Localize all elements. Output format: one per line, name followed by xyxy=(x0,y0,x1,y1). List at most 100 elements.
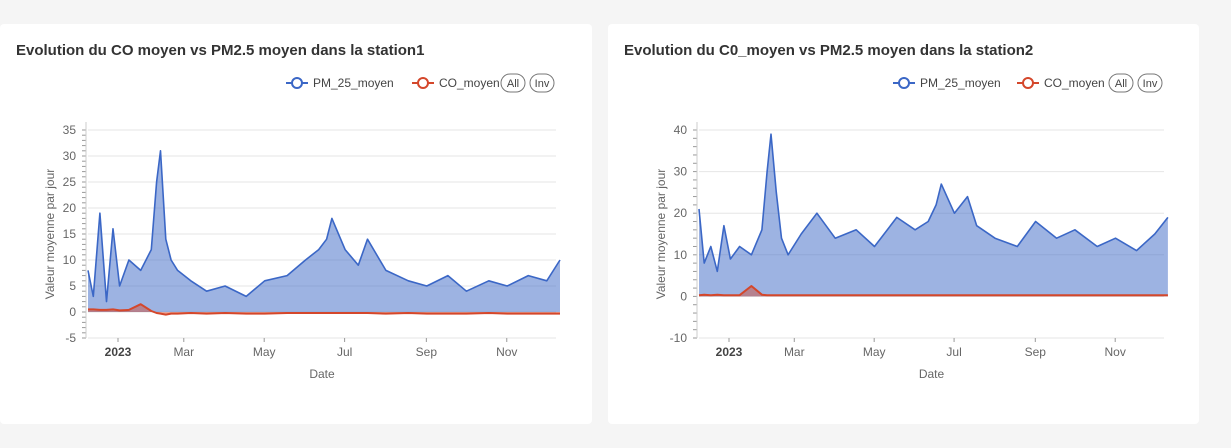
data-point xyxy=(224,285,226,287)
data-point xyxy=(170,259,172,261)
data-point xyxy=(953,294,955,296)
button-label: All xyxy=(507,78,519,90)
x-tick-label: 2023 xyxy=(105,345,132,359)
data-point xyxy=(465,313,467,315)
legend-item-CO_moyen[interactable]: CO_moyen xyxy=(1017,76,1105,90)
y-tick-label: 25 xyxy=(63,175,77,189)
data-point xyxy=(331,217,333,219)
data-point xyxy=(367,312,369,314)
data-point xyxy=(834,237,836,239)
data-point xyxy=(326,238,328,240)
data-point xyxy=(1167,216,1169,218)
data-point xyxy=(761,294,763,296)
data-point xyxy=(140,269,142,271)
data-point xyxy=(976,225,978,227)
data-point xyxy=(160,150,162,152)
legend-marker xyxy=(898,77,910,89)
data-point xyxy=(698,294,700,296)
data-point xyxy=(245,295,247,297)
series-line-CO_moyen xyxy=(698,285,1168,297)
data-point xyxy=(160,313,162,315)
data-point xyxy=(703,294,705,296)
data-point xyxy=(99,309,101,311)
data-point xyxy=(546,313,548,315)
data-point xyxy=(816,212,818,214)
data-point xyxy=(927,221,929,223)
legend-item-PM_25_moyen[interactable]: PM_25_moyen xyxy=(893,76,1001,90)
y-tick-label: 10 xyxy=(63,253,77,267)
y-tick-label: -5 xyxy=(65,331,76,345)
data-point xyxy=(488,312,490,314)
data-point xyxy=(92,308,94,310)
data-point xyxy=(150,310,152,312)
data-point xyxy=(305,259,307,261)
inv-button[interactable]: Inv xyxy=(529,73,555,93)
data-point xyxy=(716,294,718,296)
data-point xyxy=(286,312,288,314)
all-button[interactable]: All xyxy=(1108,73,1134,93)
x-axis-title: Date xyxy=(919,367,945,381)
data-point xyxy=(1115,294,1117,296)
data-point xyxy=(750,285,752,287)
chart-title: Evolution du CO moyen vs PM2.5 moyen dan… xyxy=(16,42,425,59)
data-point xyxy=(1136,250,1138,252)
button-outline xyxy=(529,73,555,93)
data-point xyxy=(318,312,320,314)
button-label: Inv xyxy=(535,78,550,90)
data-point xyxy=(874,294,876,296)
data-point xyxy=(465,290,467,292)
chart-card-station1: Evolution du CO moyen vs PM2.5 moyen dan… xyxy=(0,24,592,424)
data-point xyxy=(106,301,108,303)
data-point xyxy=(729,258,731,260)
data-point xyxy=(119,309,121,311)
data-point xyxy=(344,249,346,251)
legend-item-CO_moyen[interactable]: CO_moyen xyxy=(412,76,500,90)
data-point xyxy=(367,238,369,240)
button-outline xyxy=(1137,73,1163,93)
data-point xyxy=(729,294,731,296)
data-point xyxy=(206,313,208,315)
data-point xyxy=(710,246,712,248)
data-point xyxy=(112,308,114,310)
data-point xyxy=(766,171,768,173)
data-point xyxy=(761,229,763,231)
data-point xyxy=(770,133,772,135)
y-tick-label: 5 xyxy=(69,279,76,293)
data-point xyxy=(834,294,836,296)
legend-label: PM_25_moyen xyxy=(920,76,1001,90)
data-point xyxy=(447,313,449,315)
chart-station2: 40 30 20 10 0 -10 Valeur moyenne par jour 2023 M… xyxy=(654,73,1169,381)
x-tick-label: Nov xyxy=(496,345,517,359)
data-point xyxy=(739,294,741,296)
series-area-CO_moyen xyxy=(88,304,560,315)
data-point xyxy=(1074,229,1076,231)
data-point xyxy=(112,228,114,230)
data-point xyxy=(488,280,490,282)
data-point xyxy=(559,259,561,261)
y-axis-title: Valeur moyenne par jour xyxy=(43,169,57,300)
data-point xyxy=(994,294,996,296)
data-point xyxy=(156,312,158,314)
data-point xyxy=(781,294,783,296)
data-point xyxy=(914,294,916,296)
data-point xyxy=(407,312,409,314)
data-point xyxy=(855,294,857,296)
data-point xyxy=(331,312,333,314)
data-point xyxy=(1096,246,1098,248)
data-point xyxy=(224,312,226,314)
data-point xyxy=(816,294,818,296)
data-point xyxy=(781,237,783,239)
series-area-PM_25_moyen xyxy=(88,150,560,312)
data-point xyxy=(775,191,777,193)
data-point xyxy=(140,303,142,305)
legend-marker xyxy=(417,77,429,89)
data-point xyxy=(87,269,89,271)
x-tick-label: Nov xyxy=(1105,345,1126,359)
series-line-CO_moyen xyxy=(88,303,560,316)
inv-button[interactable]: Inv xyxy=(1137,73,1163,93)
legend-item-PM_25_moyen[interactable]: PM_25_moyen xyxy=(286,76,394,90)
all-button[interactable]: All xyxy=(500,73,526,93)
data-point xyxy=(264,313,266,315)
data-point xyxy=(385,269,387,271)
y-tick-label: 35 xyxy=(63,123,77,137)
